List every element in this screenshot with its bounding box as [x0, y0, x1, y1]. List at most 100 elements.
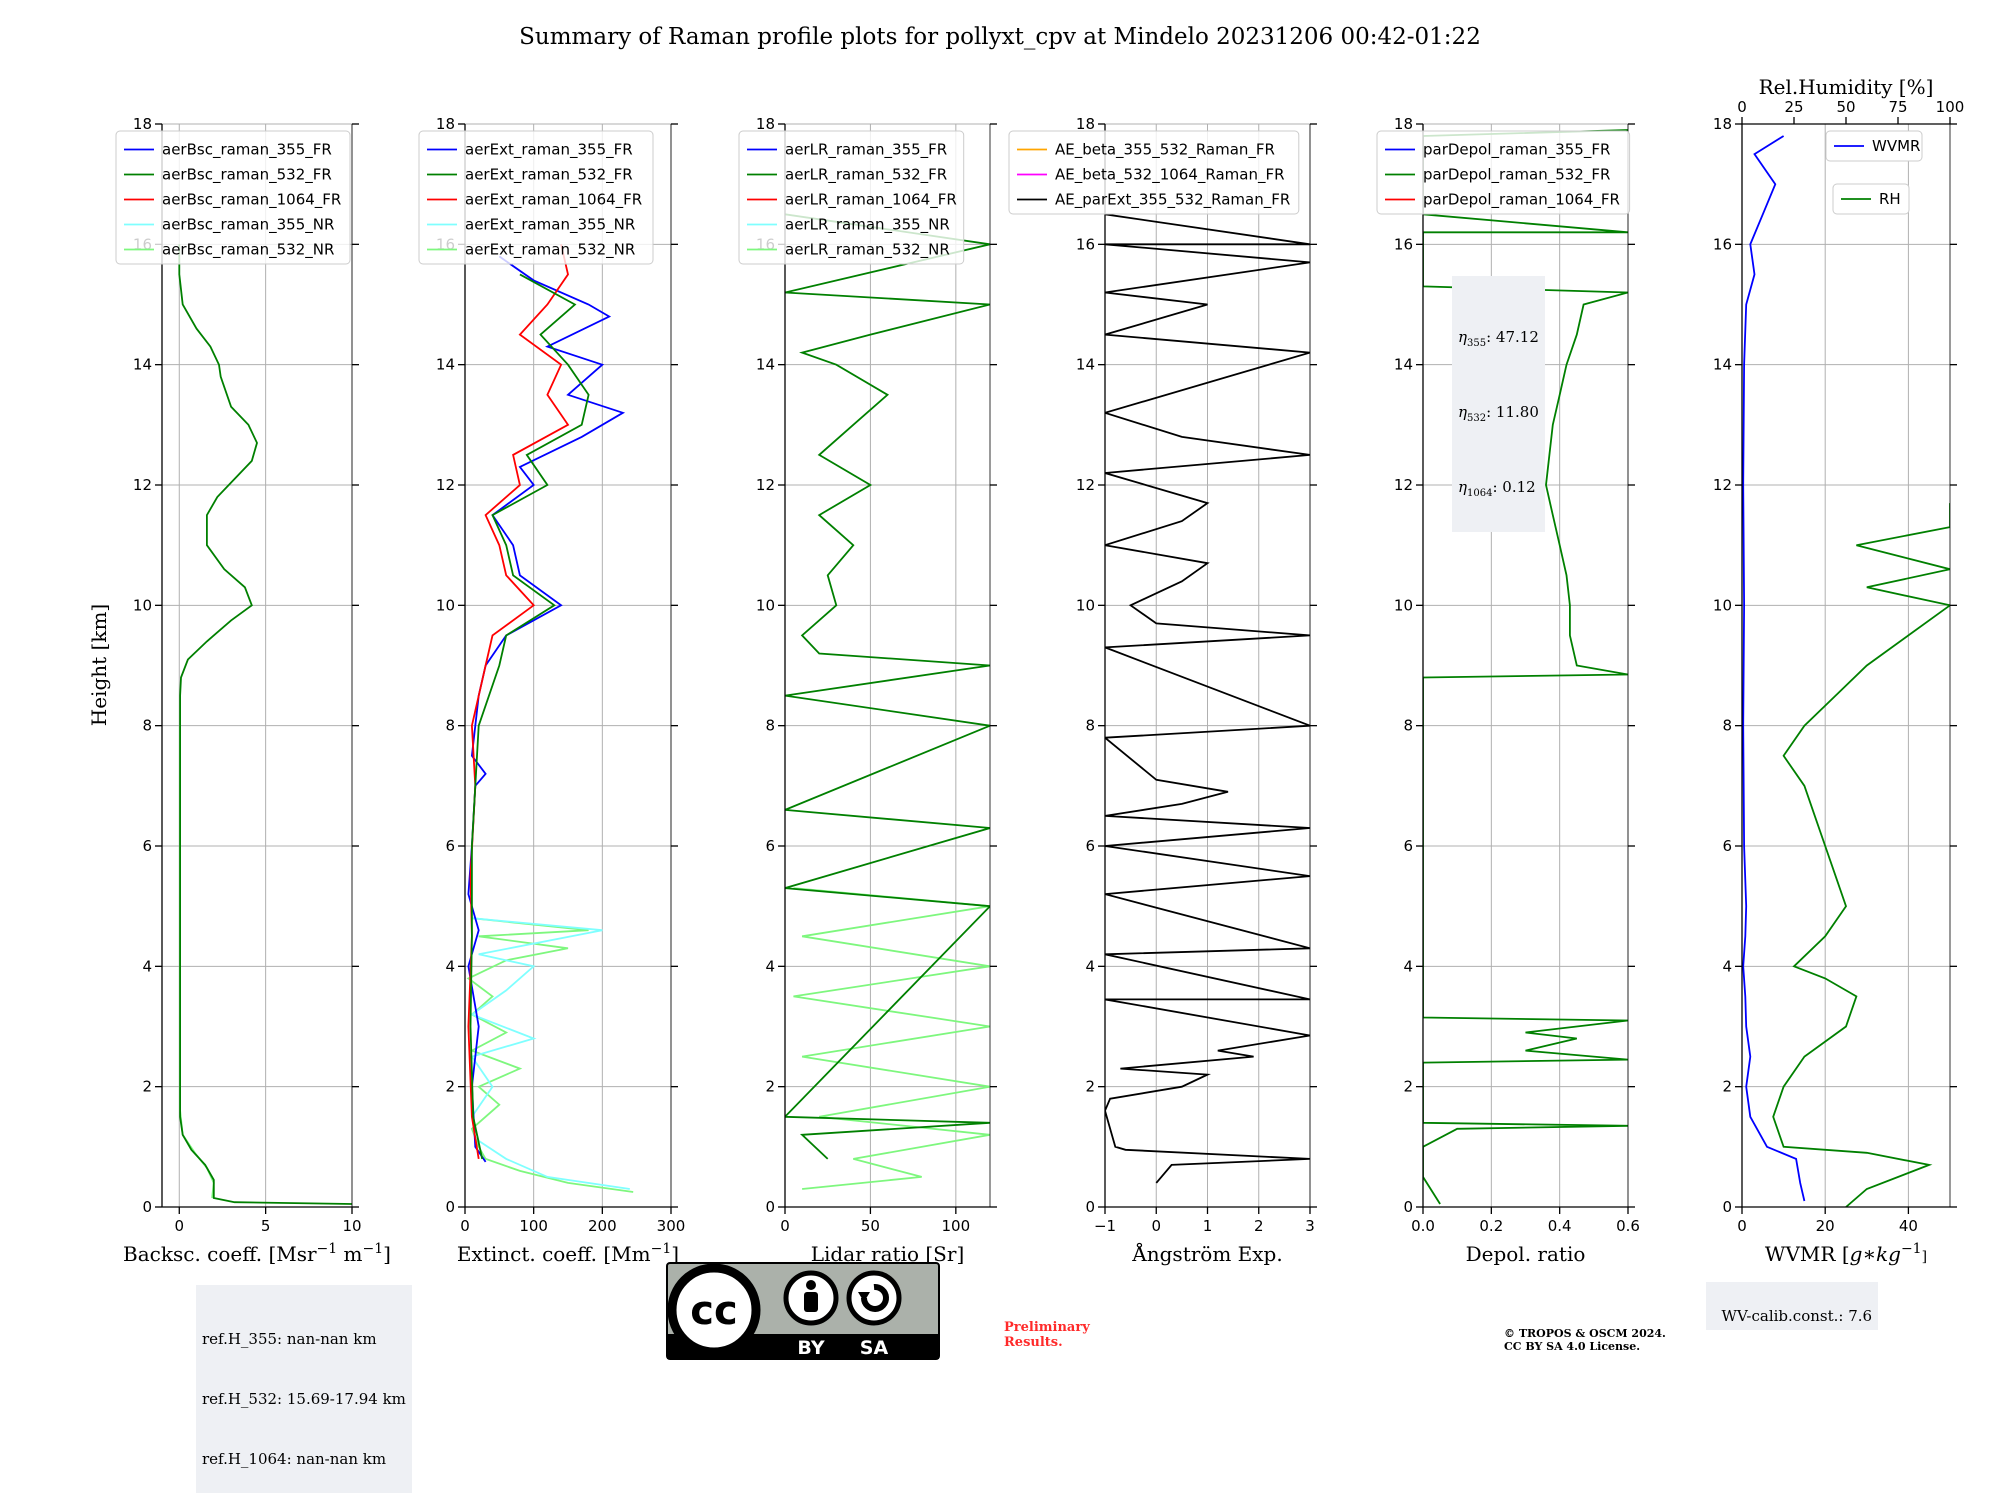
legend-label: aerBsc_raman_532_NR	[162, 241, 334, 260]
panel-3: 024681012141618050100Lidar ratio [Sr]aer…	[738, 115, 997, 1266]
series-aerbsc-raman-532-fr	[178, 244, 352, 1205]
cc-by-label: BY	[797, 1337, 824, 1359]
x-tick-label: 0.6	[1616, 1217, 1640, 1235]
panel-6: 0 2 4 6 8 10 12 14 16 18 0 20 40 WVMR [g∗kg−1] 0 25 50 75…	[1713, 75, 1964, 1266]
y-tick-label: 8	[445, 717, 455, 735]
x-axis-label-part: −1	[363, 1241, 384, 1257]
y-tick-label: 14	[756, 356, 775, 374]
y-tick-label: 10	[1076, 596, 1095, 614]
legend-box	[738, 130, 965, 265]
y-tick-label: 8	[765, 717, 775, 735]
y-tick-label: 8	[1403, 717, 1413, 735]
x-tick-label: 40	[1899, 1217, 1918, 1235]
y-tick-label: 12	[1076, 476, 1095, 494]
y-tick-label: 10	[1394, 596, 1413, 614]
x-tick-label: 200	[588, 1217, 617, 1235]
cc-circle-icon	[667, 1263, 761, 1357]
y-tick-label: 2	[1085, 1078, 1095, 1096]
cc-sa-label: SA	[860, 1337, 889, 1359]
x2-tick-label: 50	[1836, 98, 1855, 116]
legend-label: aerExt_raman_532_NR	[465, 241, 635, 260]
y-tick-label: 18	[436, 115, 455, 133]
panel-5: 0 2 4 6 8 10 12 14 16 18 0.0 0.2 0.4 0.6 Depol. ratio p…	[1376, 115, 1640, 1266]
y-tick-label: 8	[1085, 717, 1095, 735]
x-tick-label: 1	[1203, 1217, 1213, 1235]
wv-calib-box: WV-calib.const.: 7.6	[1706, 1282, 1879, 1330]
legend-label: WVMR	[1872, 137, 1920, 155]
y-tick-label: 0	[765, 1198, 775, 1216]
copyright-line-2: CC BY SA 4.0 License.	[1504, 1340, 1641, 1353]
legend-box	[115, 130, 351, 265]
legend-label: AE_beta_355_532_Raman_FR	[1055, 141, 1275, 160]
legend-label: RH	[1879, 190, 1901, 208]
legend-label: aerExt_raman_532_FR	[465, 166, 633, 185]
cc-by-sa-logo: cc BY SA	[666, 1262, 940, 1360]
legend-label: aerExt_raman_1064_FR	[465, 191, 642, 210]
y-tick-label: 0	[1722, 1198, 1732, 1216]
x-tick-label: 10	[342, 1217, 361, 1235]
x-axis-label-part: m	[337, 1242, 362, 1266]
series-aerext-raman-1064-fr	[467, 244, 570, 1160]
y-tick-label: 4	[765, 957, 775, 975]
legend-label: AE_beta_532_1064_Raman_FR	[1055, 166, 1285, 185]
legend-label: aerBsc_raman_1064_FR	[162, 191, 341, 210]
y-tick-label: 4	[1085, 957, 1095, 975]
x-axis-label: Ångström Exp.	[1131, 1241, 1282, 1266]
y-tick-label: 12	[133, 476, 152, 494]
eta-355-sub: 355	[1467, 338, 1487, 349]
legend-label: aerBsc_raman_532_FR	[162, 166, 332, 185]
y-tick-label: 4	[1403, 957, 1413, 975]
y-tick-label: 2	[765, 1078, 775, 1096]
ref-height-box: ref.H_355: nan-nan km ref.H_532: 15.69-1…	[196, 1285, 412, 1493]
x-axis-label-part: Backsc. coeff. [Msr	[123, 1242, 317, 1266]
legend-box	[418, 130, 654, 265]
legend-label: parDepol_raman_532_FR	[1423, 166, 1610, 185]
x-axis-label-part: ∗	[1862, 1242, 1876, 1266]
figure: Summary of Raman profile plots for polly…	[87, 24, 1964, 1266]
y-tick-label: 12	[1394, 476, 1413, 494]
x2-tick-label: 75	[1888, 98, 1907, 116]
x-tick-label: 5	[261, 1217, 271, 1235]
eta-532: η532: 11.80	[1458, 403, 1539, 424]
eta-1064-value: : 0.12	[1492, 478, 1536, 496]
x-tick-label: 2	[1254, 1217, 1264, 1235]
x-axis-label: Backsc. coeff. [Msr−1 m−1]	[123, 1241, 391, 1266]
legend-box	[1825, 130, 1923, 162]
x-axis-label-part: −1	[317, 1241, 338, 1257]
x-axis-label-part: −1	[1901, 1241, 1922, 1257]
preliminary-line-1: Preliminary	[1004, 1320, 1090, 1335]
y-tick-label: 0	[142, 1198, 152, 1216]
legend-label: aerLR_raman_532_NR	[785, 241, 950, 260]
x-tick-label: 0	[780, 1217, 790, 1235]
legend-label: aerBsc_raman_355_FR	[162, 141, 332, 160]
y-tick-label: 18	[1713, 115, 1732, 133]
y-tick-label: 14	[133, 356, 152, 374]
series-rh	[1772, 503, 1950, 1207]
wv-calib-text: WV-calib.const.: 7.6	[1721, 1307, 1873, 1325]
series-group	[466, 244, 634, 1193]
y-tick-label: 10	[436, 596, 455, 614]
series-aerext-raman-532-fr	[469, 273, 590, 1160]
y-tick-label: 18	[1076, 115, 1095, 133]
x-axis-label-part: ]	[671, 1242, 679, 1266]
eta-532-sub: 532	[1467, 413, 1487, 424]
y-tick-label: 6	[445, 837, 455, 855]
y-tick-label: 2	[1722, 1078, 1732, 1096]
chart-title: Summary of Raman profile plots for polly…	[519, 24, 1481, 50]
x-tick-label: 0	[460, 1217, 470, 1235]
eta-355-value: : 47.12	[1486, 328, 1539, 346]
x2-tick-label: 0	[1737, 98, 1747, 116]
series-group	[1105, 213, 1310, 1184]
y-tick-label: 10	[1713, 596, 1732, 614]
y-tick-label: 10	[133, 596, 152, 614]
series-group	[1423, 129, 1628, 1205]
x-tick-label: 300	[657, 1217, 686, 1235]
y-tick-label: 0	[1403, 1198, 1413, 1216]
y-tick-label: 16	[1076, 235, 1095, 253]
eta-532-value: : 11.80	[1486, 403, 1539, 421]
x-tick-label: 100	[519, 1217, 548, 1235]
series-group	[178, 244, 352, 1205]
y-tick-label: 4	[142, 957, 152, 975]
y-tick-label: 6	[142, 837, 152, 855]
series-aerext-raman-355-nr	[470, 917, 630, 1190]
